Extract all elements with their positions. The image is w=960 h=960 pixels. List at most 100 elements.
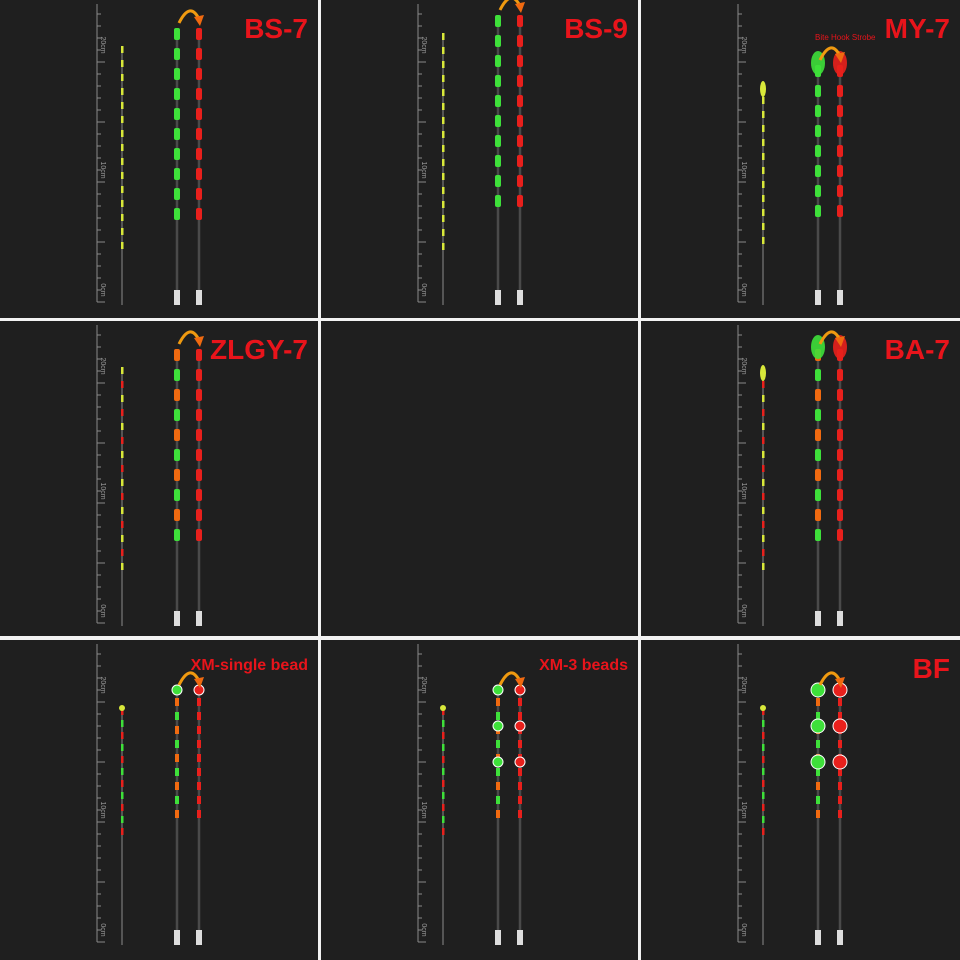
float-segment (121, 563, 124, 570)
float-segment (495, 55, 501, 67)
panel: 20cm 10cm 0cm XM-single bead (0, 640, 318, 960)
float-segment (837, 449, 843, 461)
float-segment (517, 195, 523, 207)
panel-background (0, 640, 318, 960)
float-segment (121, 768, 124, 775)
float-segment (121, 228, 124, 235)
float-base (196, 290, 202, 305)
float-segment (762, 792, 765, 799)
float-bead (832, 754, 848, 770)
float-segment (762, 381, 765, 388)
float-segment (762, 479, 765, 486)
float-segment (121, 60, 124, 67)
float-segment (815, 105, 821, 117)
float-segment (442, 75, 445, 82)
float-segment (174, 148, 180, 160)
float-segment (121, 409, 124, 416)
float-segment (762, 409, 765, 416)
float-segment (762, 223, 765, 230)
float-segment (442, 61, 445, 68)
panel-title: BS-9 (564, 13, 628, 44)
float-segment (442, 131, 445, 138)
float-segment (762, 97, 765, 104)
float-segment (496, 712, 500, 720)
float-segment (837, 509, 843, 521)
float-segment (762, 181, 765, 188)
float-segment (442, 792, 445, 799)
float-segment (815, 489, 821, 501)
float-segment (762, 237, 765, 244)
float-segment (196, 489, 202, 501)
float-segment (518, 712, 522, 720)
float-segment (175, 796, 179, 804)
panel-background (641, 0, 960, 318)
float-segment (442, 173, 445, 180)
float-segment (816, 796, 820, 804)
float-tip (119, 705, 125, 711)
ruler-label: 20cm (740, 36, 747, 53)
float-segment (837, 85, 843, 97)
float-bead (810, 718, 826, 734)
float-segment (121, 493, 124, 500)
panel-background (641, 640, 960, 960)
float-segment (837, 429, 843, 441)
float-segment (762, 195, 765, 202)
float-segment (496, 698, 500, 706)
float-segment (838, 768, 842, 776)
float-segment (495, 95, 501, 107)
float-bead (514, 756, 526, 768)
float-segment (762, 768, 765, 775)
float-segment (197, 712, 201, 720)
float-segment (121, 172, 124, 179)
float-segment (496, 796, 500, 804)
float-segment (442, 159, 445, 166)
float-segment (442, 243, 445, 250)
float-segment (121, 242, 124, 249)
float-segment (174, 449, 180, 461)
float-segment (816, 782, 820, 790)
float-segment (518, 796, 522, 804)
panel-background (321, 640, 638, 960)
panel-title: BS-7 (244, 13, 308, 44)
float-segment (762, 521, 765, 528)
float-bulb (833, 51, 847, 75)
float-segment (762, 451, 765, 458)
float-segment (174, 28, 180, 40)
float-segment (196, 429, 202, 441)
float-base (815, 611, 821, 626)
float-segment (837, 469, 843, 481)
ruler-label: 10cm (99, 161, 106, 178)
float-segment (442, 103, 445, 110)
ruler-label: 0cm (99, 604, 106, 617)
float-segment (174, 509, 180, 521)
float-segment (442, 215, 445, 222)
float-segment (175, 754, 179, 762)
float-segment (121, 479, 124, 486)
float-segment (815, 145, 821, 157)
float-bead (492, 756, 504, 768)
float-segment (442, 708, 445, 715)
ruler-label: 0cm (740, 923, 747, 936)
float-segment (442, 744, 445, 751)
float-segment (762, 804, 765, 811)
float-segment (762, 139, 765, 146)
float-segment (121, 395, 124, 402)
float-segment (837, 389, 843, 401)
float-segment (837, 185, 843, 197)
float-segment (762, 395, 765, 402)
float-segment (838, 810, 842, 818)
float-segment (495, 75, 501, 87)
float-segment (496, 768, 500, 776)
float-segment (815, 449, 821, 461)
ruler-label: 0cm (99, 923, 106, 936)
float-segment (197, 754, 201, 762)
float-segment (762, 423, 765, 430)
float-base (174, 290, 180, 305)
float-segment (174, 389, 180, 401)
float-segment (121, 535, 124, 542)
float-segment (196, 529, 202, 541)
ruler-label: 10cm (420, 161, 427, 178)
float-segment (815, 185, 821, 197)
float-segment (196, 469, 202, 481)
float-segment (174, 168, 180, 180)
